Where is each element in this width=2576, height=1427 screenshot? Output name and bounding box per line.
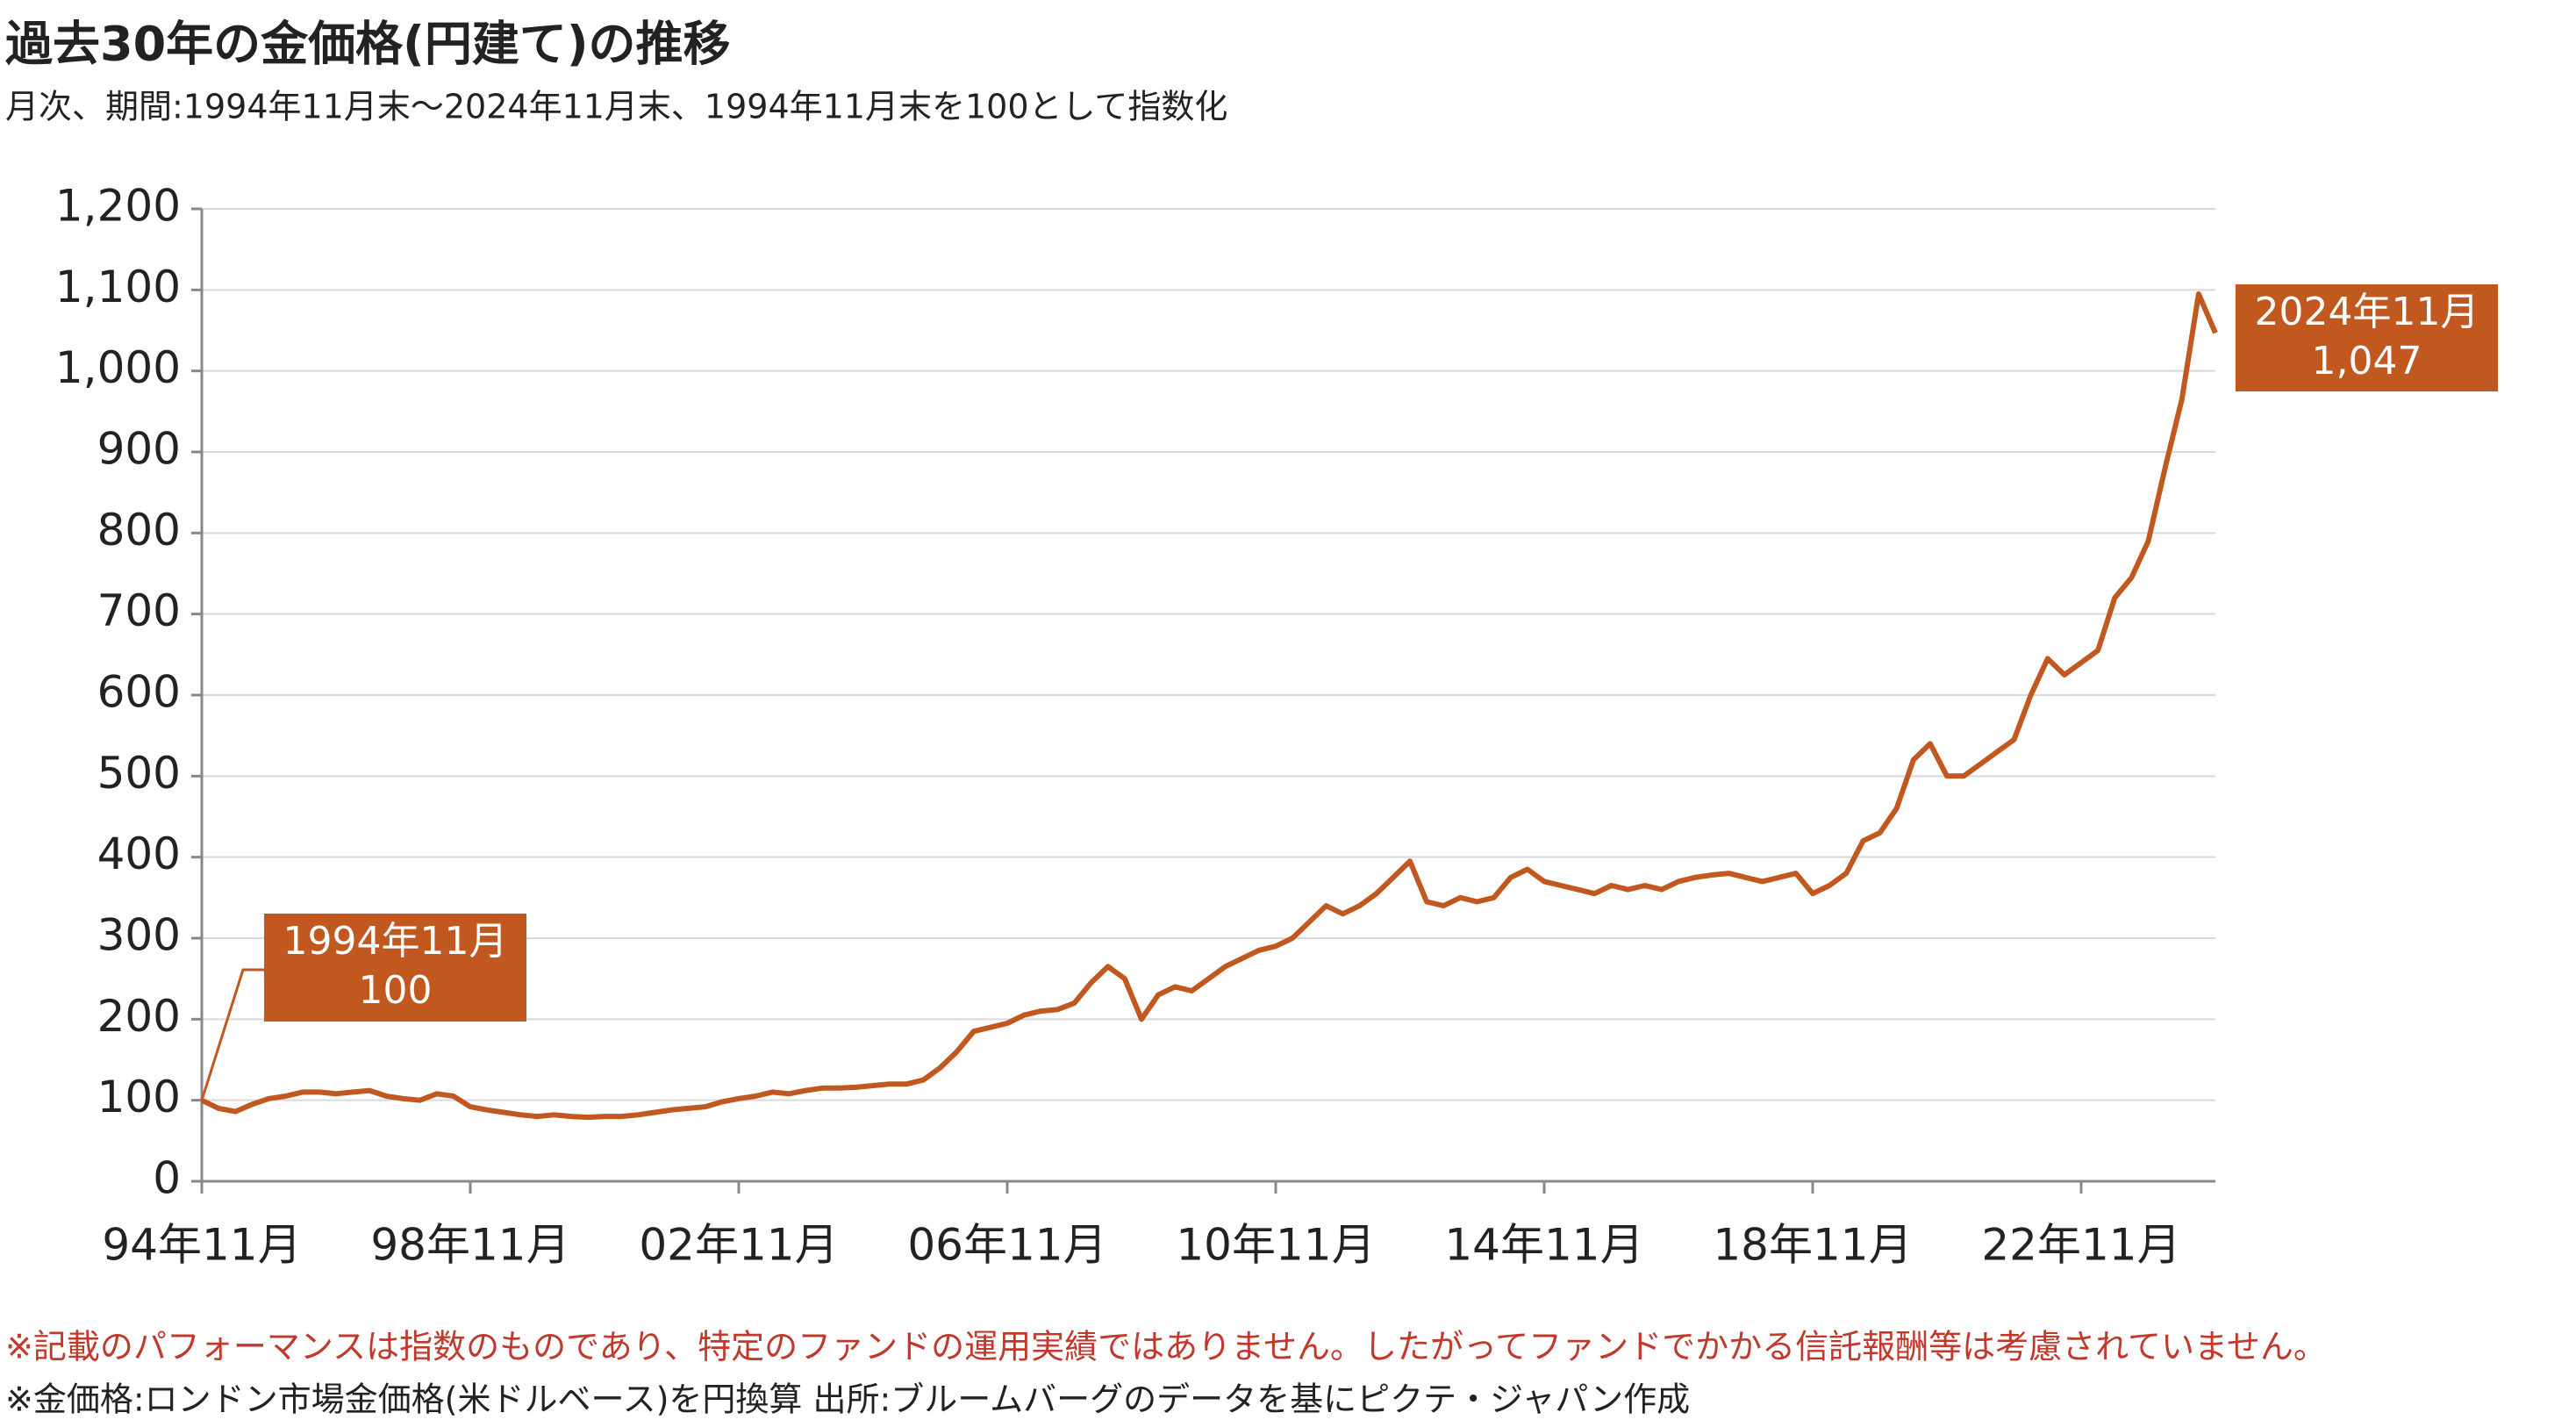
x-tick-label: 06年11月 bbox=[907, 1220, 1106, 1271]
chart-subtitle: 月次、期間:1994年11月末～2024年11月末、1994年11月末を100と… bbox=[5, 88, 1227, 126]
y-tick-label: 1,200 bbox=[55, 181, 181, 232]
callout-date: 1994年11月 bbox=[283, 919, 508, 964]
y-tick-label: 1,000 bbox=[55, 342, 181, 393]
callout-box bbox=[264, 914, 526, 1022]
line-series bbox=[200, 291, 2218, 1121]
y-tick-label: 800 bbox=[97, 505, 181, 556]
x-tick-label: 18年11月 bbox=[1713, 1220, 1912, 1271]
y-tick-label: 200 bbox=[97, 991, 181, 1042]
y-tick-label: 600 bbox=[97, 667, 181, 718]
y-tick-label: 100 bbox=[97, 1072, 181, 1122]
callout-value: 1,047 bbox=[2312, 339, 2422, 384]
x-tick-label: 10年11月 bbox=[1176, 1220, 1375, 1271]
leader-line bbox=[200, 968, 264, 1101]
callout-date: 2024年11月 bbox=[2255, 290, 2479, 334]
y-tick-label: 1,100 bbox=[55, 262, 181, 312]
y-tick-label: 300 bbox=[97, 910, 181, 961]
y-tick-label: 900 bbox=[97, 424, 181, 475]
callout-value: 100 bbox=[359, 968, 433, 1013]
x-tick-label: 14年11月 bbox=[1444, 1220, 1643, 1271]
x-tick-label: 98年11月 bbox=[370, 1220, 569, 1271]
y-tick-label: 0 bbox=[153, 1153, 181, 1204]
callout-box bbox=[2236, 284, 2498, 391]
x-tick-label: 94年11月 bbox=[102, 1220, 301, 1271]
note: ※金価格:ロンドン市場金価格(米ドルベース)を円換算 出所:ブルームバーグのデー… bbox=[5, 1380, 1690, 1419]
y-tick-label: 700 bbox=[97, 585, 181, 636]
x-tick-label: 22年11月 bbox=[1981, 1220, 2180, 1271]
y-tick-label: 400 bbox=[97, 828, 181, 879]
note: ※記載のパフォーマンスは指数のものであり、特定のファンドの運用実績ではありません… bbox=[5, 1328, 2327, 1366]
chart-title: 過去30年の金価格(円建て)の推移 bbox=[5, 17, 731, 72]
y-tick-label: 500 bbox=[97, 748, 181, 799]
x-tick-label: 02年11月 bbox=[639, 1220, 838, 1271]
